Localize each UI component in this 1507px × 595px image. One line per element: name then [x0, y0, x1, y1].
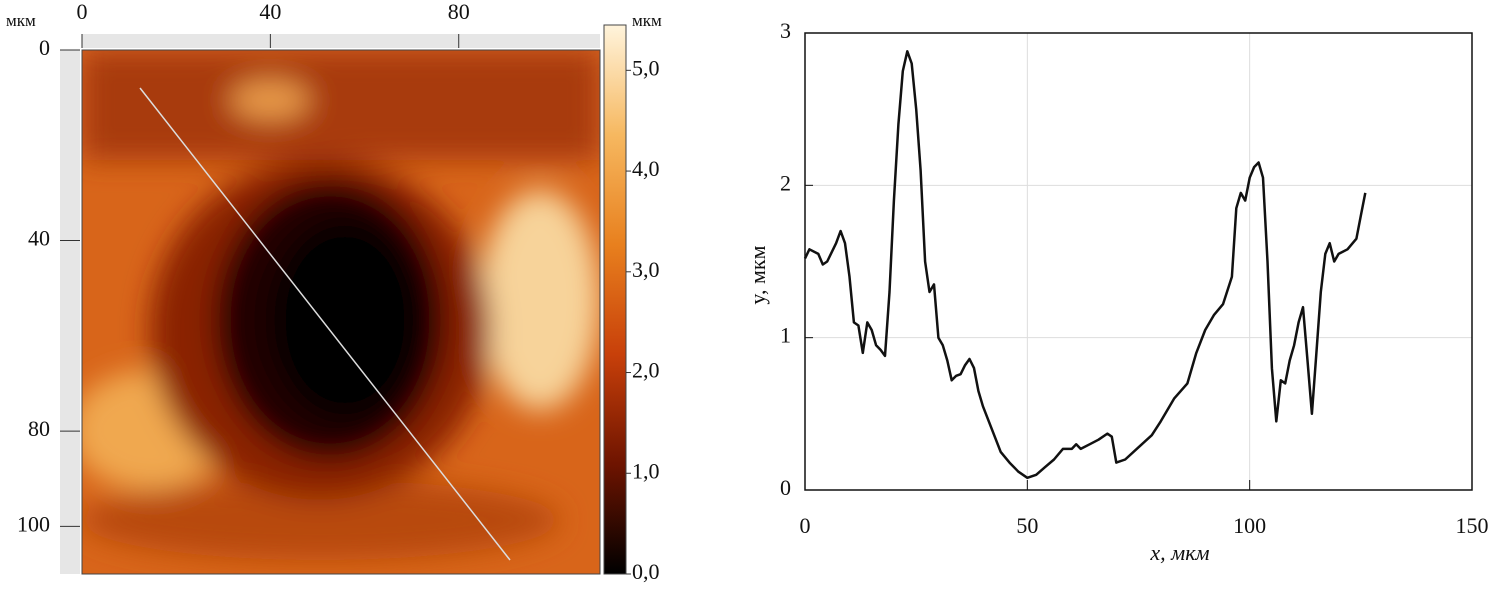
- afm-image: [82, 50, 600, 574]
- y-axis-label: y, мкм: [745, 245, 770, 304]
- profile-line: [803, 50, 1367, 480]
- top-ruler: [82, 34, 600, 48]
- left-ruler: [60, 50, 80, 574]
- colorbar-tick-label: 2,0: [632, 358, 660, 383]
- colorbar: [603, 24, 627, 575]
- colorbar-tick-label: 5,0: [632, 55, 660, 80]
- plot-frame: [804, 32, 1473, 491]
- x-tick-label: 80: [448, 0, 470, 24]
- image-frame: [81, 49, 601, 575]
- x-tick-label: 0: [800, 513, 811, 538]
- x-tick-label: 0: [77, 0, 88, 24]
- x-tick-label: 150: [1456, 513, 1489, 538]
- colorbar-tick-label: 4,0: [632, 156, 660, 181]
- y-tick-label: 3: [780, 18, 791, 43]
- x-axis-label: x, мкм: [1149, 540, 1209, 565]
- colorbar-tick-label: 1,0: [632, 458, 660, 483]
- x-tick-label: 50: [1016, 513, 1038, 538]
- x-tick-label: 100: [1233, 513, 1266, 538]
- x-tick-label: 40: [259, 0, 281, 24]
- colorbar-tick-label: 3,0: [632, 257, 660, 282]
- colorbar-unit: мкм: [632, 11, 662, 30]
- y-tick-label: 100: [17, 511, 50, 536]
- colorbar-tick-label: 0,0: [632, 559, 660, 584]
- y-tick-label: 0: [780, 475, 791, 500]
- y-tick-label: 2: [780, 170, 791, 195]
- y-tick-label: 1: [780, 323, 791, 348]
- y-tick-label: 0: [39, 35, 50, 60]
- y-tick-label: 80: [28, 416, 50, 441]
- x-unit: мкм: [6, 11, 36, 30]
- y-tick-label: 40: [28, 226, 50, 251]
